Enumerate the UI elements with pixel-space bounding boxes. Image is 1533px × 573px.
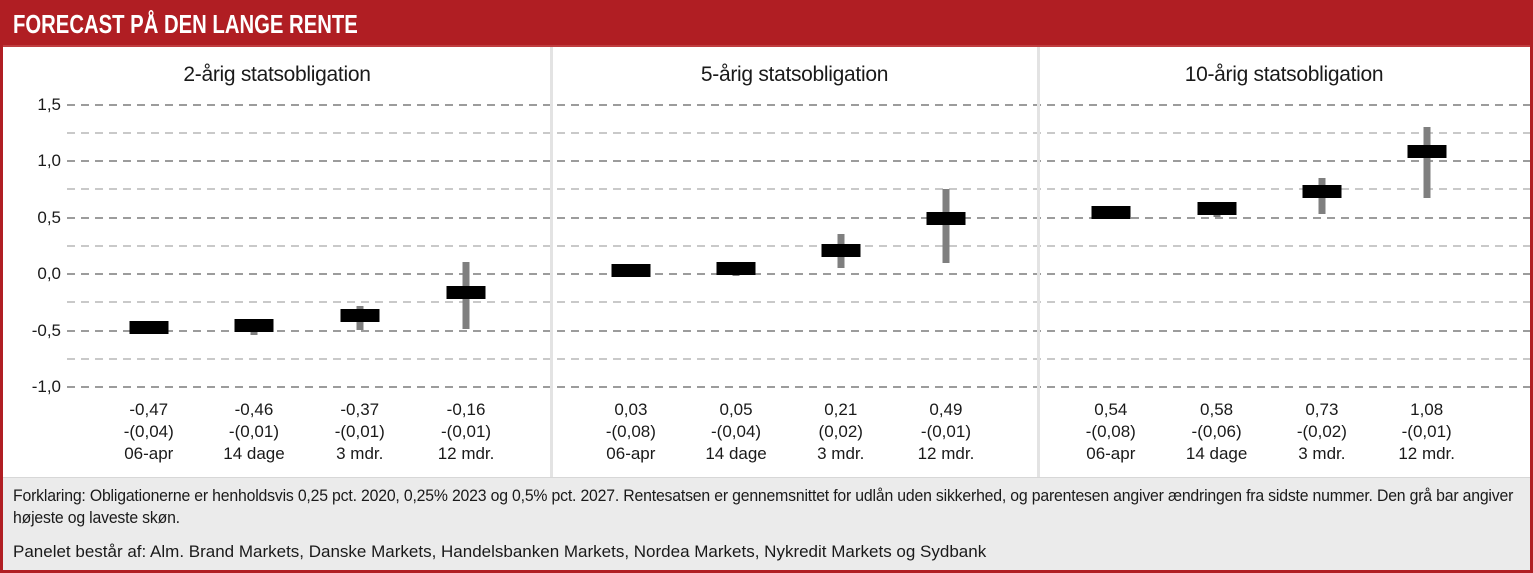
point-label: 1,08 -(0,01) 12 mdr. [1372, 399, 1482, 465]
value-label: -0,46 [234, 400, 274, 419]
point-label: 0,54 -(0,08) 06-apr [1056, 399, 1166, 465]
point-label: 0,05 -(0,04) 14 dage [681, 399, 791, 465]
y-axis-tick-label: 1,0 [37, 151, 61, 170]
value-label: -0,16 [446, 400, 486, 419]
period-label: 3 mdr. [336, 444, 384, 463]
panel-title: 2-årig statsobligation [183, 63, 371, 86]
point-label: -0,16 -(0,01) 12 mdr. [411, 399, 521, 465]
chart-panel: 10-årig statsobligation 0,54 -(0,08) 06-apr… [1038, 47, 1530, 477]
period-label: 14 dage [705, 444, 767, 463]
change-label: -(0,08) [605, 422, 656, 441]
period-label: 3 mdr. [1298, 444, 1346, 463]
point-label: -0,37 -(0,01) 3 mdr. [305, 399, 415, 465]
value-label: 1,08 [1410, 400, 1444, 419]
estimate-bar [821, 243, 861, 257]
point-label: 0,03 -(0,08) 06-apr [576, 399, 686, 465]
period-label: 06-apr [124, 444, 174, 463]
point-label: -0,47 -(0,04) 06-apr [94, 399, 204, 465]
value-label: 0,05 [719, 400, 753, 419]
change-label: -(0,06) [1191, 422, 1242, 441]
period-label: 14 dage [223, 444, 285, 463]
y-axis-tick-label: 0,0 [37, 264, 61, 283]
point-label: 0,58 -(0,06) 14 dage [1162, 399, 1272, 465]
chart-footnote: Forklaring: Obligationerne er henholdsvi… [3, 477, 1530, 570]
estimate-bar [1302, 185, 1342, 198]
y-axis-tick-label: 1,5 [37, 94, 61, 114]
point-label: 0,73 -(0,02) 3 mdr. [1267, 399, 1377, 465]
period-label: 06-apr [606, 444, 656, 463]
value-label: -0,37 [340, 400, 380, 419]
chart-panel: 5-årig statsobligation 0,03 -(0,08) 06-apr 0… [551, 47, 1038, 477]
point-label: -0,46 -(0,01) 14 dage [199, 399, 309, 465]
value-label: 0,49 [929, 400, 963, 419]
change-label: -(0,01) [1401, 422, 1452, 441]
report-header: FORECAST PÅ DEN LANGE RENTE [3, 3, 1530, 47]
change-label: -(0,04) [711, 422, 762, 441]
period-label: 3 mdr. [817, 444, 865, 463]
gridline-minor [67, 357, 1530, 360]
gridline-major [67, 273, 1530, 275]
chart-panel: 2-årig statsobligation -0,47 -(0,04) 06-apr… [3, 47, 551, 477]
gridline-major [67, 160, 1530, 162]
period-label: 12 mdr. [437, 444, 495, 463]
estimate-bar [926, 212, 966, 226]
gridline-minor [67, 301, 1530, 304]
value-label: 0,54 [1094, 400, 1128, 419]
panel-divider [550, 47, 553, 477]
y-axis-tick-label: -0,5 [31, 320, 61, 340]
period-label: 14 dage [1185, 444, 1248, 463]
gridline-major [67, 386, 1530, 388]
estimate-bar [611, 264, 651, 278]
bond-forecast-chart: 1,5 1,0 0,5 0,0 -0,5 -1,0 2-årig statsobligati… [3, 47, 1530, 477]
panel-divider [1037, 47, 1040, 477]
change-label: -(0,01) [228, 422, 279, 441]
estimate-bar [1407, 145, 1447, 159]
gridline-major [67, 103, 1530, 106]
gridline-minor [67, 131, 1530, 134]
panelists-text: Panelet består af: Alm. Brand Markets, D… [13, 542, 987, 561]
change-label: -(0,01) [334, 422, 385, 441]
panel-title: 10-årig statsobligation [1184, 63, 1384, 86]
gridline-major [67, 329, 1530, 332]
point-label: 0,49 -(0,01) 12 mdr. [891, 399, 1001, 465]
value-label: -0,47 [129, 400, 169, 419]
panel-title: 5-årig statsobligation [700, 63, 889, 86]
explanation-text: Forklaring: Obligationerne er henholdsvi… [13, 486, 1514, 527]
change-label: -(0,01) [441, 422, 492, 441]
estimate-bar [716, 261, 756, 275]
estimate-bar [446, 285, 486, 299]
value-label: 0,58 [1200, 400, 1234, 419]
estimate-bar [340, 309, 380, 323]
estimate-bar [1197, 201, 1237, 215]
period-label: 06-apr [1086, 444, 1136, 463]
estimate-bar [129, 320, 169, 334]
gridline-minor [67, 244, 1530, 247]
change-label: -(0,02) [1296, 422, 1347, 441]
estimate-bar [234, 319, 274, 333]
change-label: (0,02) [818, 422, 863, 441]
period-label: 12 mdr. [1398, 444, 1456, 463]
estimate-bar [1091, 206, 1131, 220]
change-label: -(0,08) [1085, 422, 1136, 441]
value-label: 0,73 [1305, 400, 1339, 419]
value-label: 0,03 [614, 400, 648, 419]
change-label: -(0,01) [920, 422, 971, 441]
range-whisker [1423, 127, 1431, 199]
gridline-minor [67, 188, 1530, 191]
change-label: -(0,04) [123, 422, 174, 441]
range-whisker [942, 189, 950, 263]
y-axis-tick-label: 0,5 [37, 207, 61, 227]
point-label: 0,21 (0,02) 3 mdr. [786, 399, 896, 465]
value-label: 0,21 [824, 400, 858, 419]
gridline-major [67, 216, 1530, 219]
y-axis-tick-label: -1,0 [31, 377, 61, 396]
report-title: FORECAST PÅ DEN LANGE RENTE [13, 8, 358, 39]
period-label: 12 mdr. [917, 444, 975, 463]
